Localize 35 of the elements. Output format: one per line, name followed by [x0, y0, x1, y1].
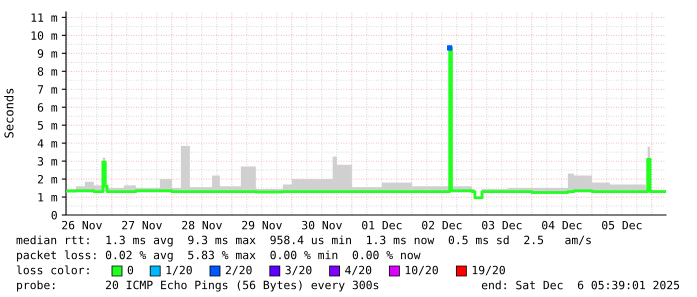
legend-label: 4/20 [345, 266, 372, 276]
y-tick-label: 1 m [38, 193, 58, 202]
text: median rtt: 1.3 ms avg 9.3 ms max 958.4 us min 1.3 ms now 0.5 ms sd 2.5 am/s [16, 235, 591, 247]
x-tick-label: 30 Nov [302, 220, 342, 230]
legend-title: loss color: [16, 265, 89, 274]
x-tick-label: 29 Nov [242, 220, 282, 230]
y-tick-label: 6 m [38, 103, 58, 112]
y-tick-label: 9 m [38, 49, 58, 58]
y-tick-label: 5 m [38, 121, 58, 130]
y-tick-label: 7 m [38, 85, 58, 94]
text: probe: 20 ICMP Echo Pings (56 Bytes) every 300s [17, 280, 378, 292]
x-tick-label: 04 Dec [542, 220, 582, 230]
text: end: Sat Dec 6 05:39:01 2025 [482, 280, 680, 290]
y-tick-label: 10 m [32, 31, 58, 40]
y-tick-label: 0 [52, 210, 57, 220]
y-tick-label: 4 m [38, 139, 58, 148]
y-tick-label: 11 m [32, 13, 58, 22]
y-axis-title: Seconds [4, 88, 14, 138]
y-tick-label: 2 m [38, 174, 58, 184]
legend-label: 1/20 [166, 266, 192, 276]
x-tick-label: 28 Nov [182, 220, 222, 230]
legend-label: 0 [128, 266, 134, 274]
x-tick-label: 01 Dec [362, 220, 402, 230]
legend-label: 10/20 [406, 266, 438, 276]
y-tick-label: 8 m [38, 67, 58, 76]
x-tick-label: 02 Dec [422, 220, 462, 230]
legend-label: 2/20 [226, 266, 252, 276]
legend-label: 19/20 [472, 266, 505, 276]
y-tick-label: 3 m [38, 157, 58, 166]
x-tick-label: 03 Dec [482, 220, 522, 230]
x-tick-label: 27 Nov [122, 220, 162, 230]
legend-label: 3/20 [286, 266, 312, 276]
text: packet loss: 0.02 % avg 5.83 % max 0.00 % min 0.00 % now [17, 250, 421, 262]
x-tick-label: 26 Nov [62, 220, 102, 230]
x-tick-label: 05 Dec [602, 220, 642, 230]
